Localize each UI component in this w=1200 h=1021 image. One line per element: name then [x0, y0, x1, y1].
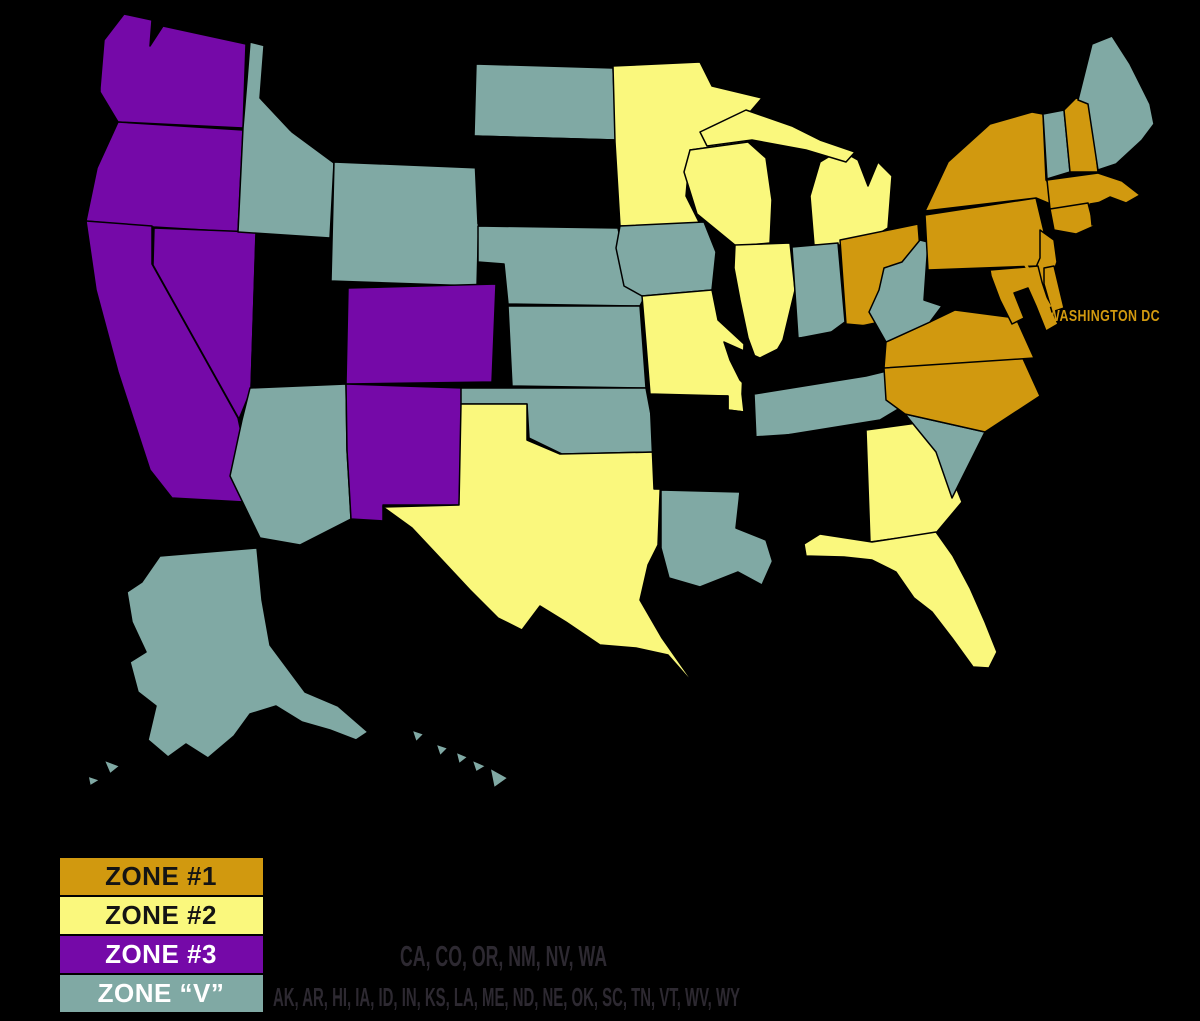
state-nd	[473, 63, 617, 141]
state-ak	[103, 759, 121, 775]
states-layer	[85, 13, 1155, 789]
state-me	[1077, 35, 1155, 171]
state-in	[791, 242, 846, 339]
state-hi	[471, 759, 487, 773]
state-ks	[507, 305, 647, 389]
legend-label-zone2: ZONE #2	[105, 900, 217, 930]
state-ak	[87, 775, 101, 787]
legend: ZONE #1 ZONE #2 ZONE #3 ZONE “V”	[60, 858, 263, 1012]
state-co	[345, 283, 497, 385]
state-hi	[489, 767, 509, 789]
state-nm	[345, 383, 464, 522]
state-mi	[699, 109, 856, 163]
state-ia	[615, 221, 717, 297]
state-hi	[411, 729, 425, 743]
state-wv	[868, 239, 943, 343]
legend-swatch-zone2	[60, 897, 263, 934]
state-ak	[126, 547, 369, 759]
state-wa	[99, 13, 247, 129]
state-wy	[330, 161, 481, 287]
dc-label: WASHINGTON DC	[1048, 308, 1160, 325]
legend-swatch-zone3	[60, 936, 263, 973]
legend-label-zoneV: ZONE “V”	[98, 978, 225, 1008]
state-ri	[1089, 201, 1103, 226]
zoneV-state-list: AK, AR, HI, IA, ID, IN, KS, LA, ME, ND, …	[273, 982, 740, 1012]
legend-swatch-zoneV	[60, 975, 263, 1012]
zone3-state-list: CA, CO, OR, NM, NV, WA	[400, 941, 607, 973]
state-fl	[803, 531, 998, 669]
state-hi	[455, 751, 469, 765]
legend-label-zone3: ZONE #3	[105, 939, 217, 969]
state-mi	[809, 149, 893, 246]
state-tx	[382, 403, 698, 689]
legend-swatch-zone1	[60, 858, 263, 895]
state-la	[660, 489, 775, 588]
state-sd	[473, 135, 621, 227]
state-hi	[435, 743, 449, 757]
state-md	[989, 265, 1059, 332]
dc-leader-line	[1022, 261, 1052, 308]
legend-label-zone1: ZONE #1	[105, 861, 217, 891]
state-de	[1043, 265, 1065, 313]
state-ar	[649, 395, 745, 491]
state-ct	[1049, 202, 1095, 235]
